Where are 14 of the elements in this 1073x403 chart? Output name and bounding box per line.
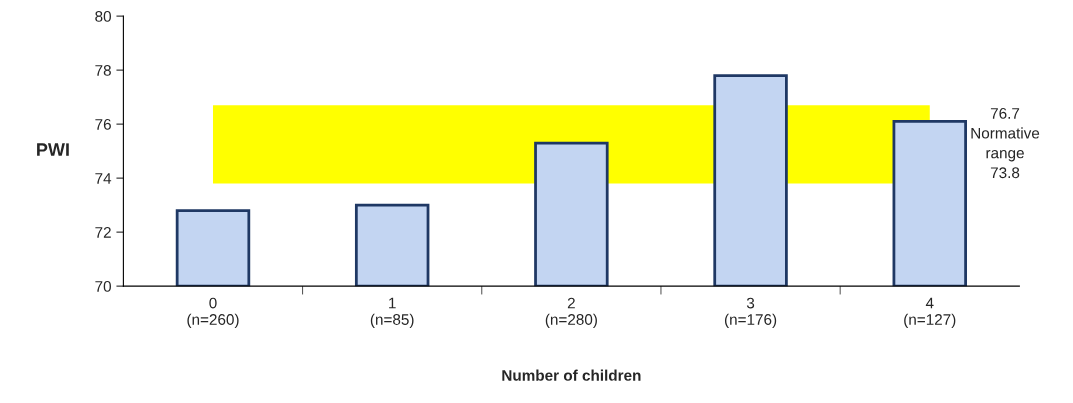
x-tick-label: 2 (n=280) [545,297,597,328]
y-tick-label: 72 [95,227,111,238]
x-tick-label: 3 (n=176) [724,297,777,328]
x-tick-label: 1 (n=85) [370,297,414,328]
y-tick-label: 74 [95,173,112,184]
y-tick-label: 70 [95,281,111,292]
y-tick-label: 80 [95,10,111,22]
y-tick-label: 76 [95,118,111,130]
x-tick-label: 4 (n=127) [904,297,956,328]
y-axis-title: PWI [37,143,69,156]
x-axis-title: Number of children [502,369,641,381]
x-tick-label: 0 (n=260) [187,297,239,328]
band-label: 76.7 Normative range 73.8 [971,107,1040,179]
y-tick-label: 78 [95,64,111,76]
